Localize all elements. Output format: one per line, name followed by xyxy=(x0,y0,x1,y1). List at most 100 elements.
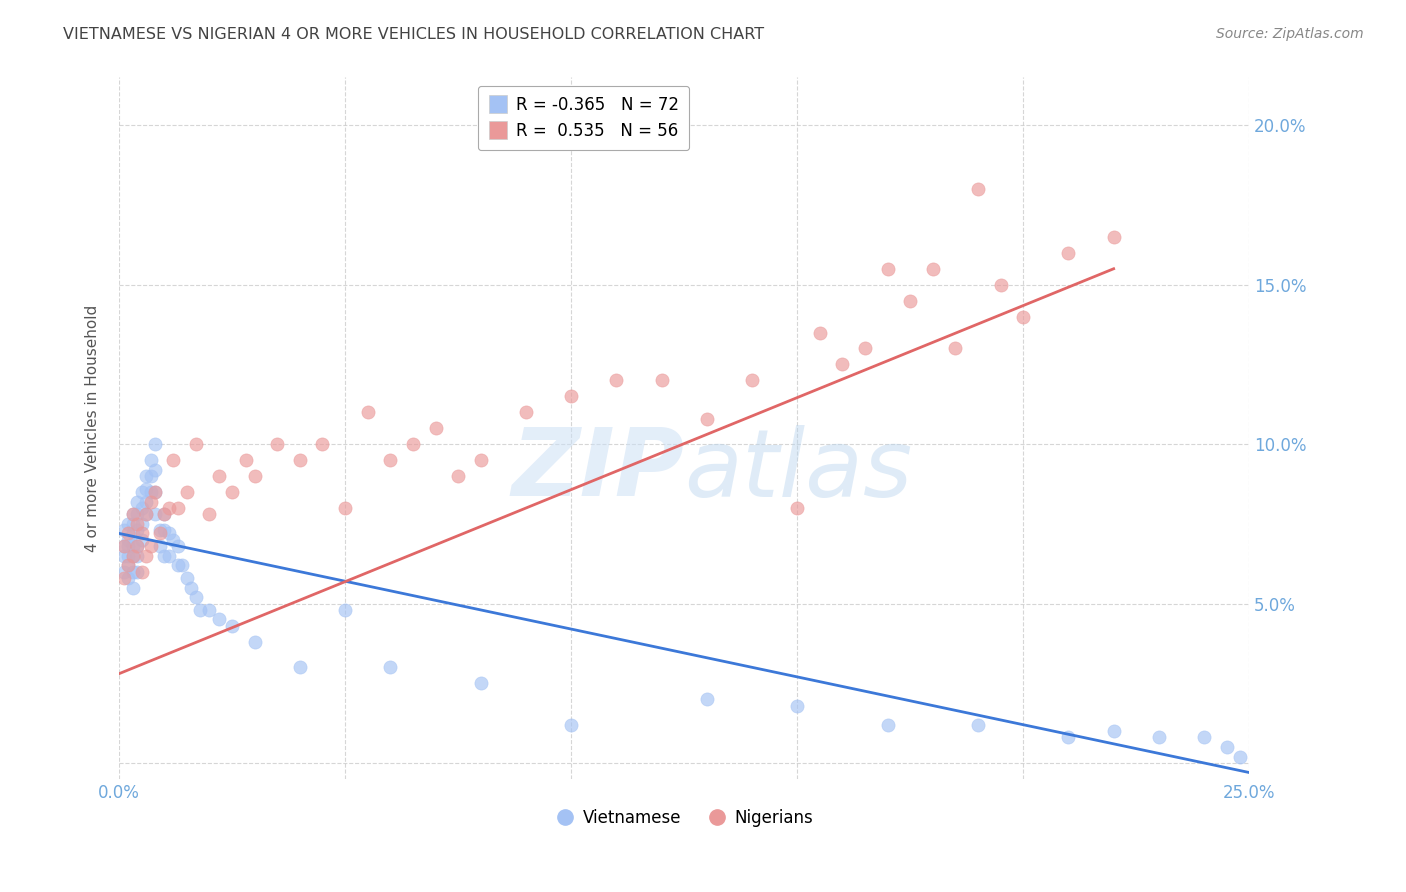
Point xyxy=(243,635,266,649)
Point xyxy=(121,508,143,522)
Point xyxy=(121,526,143,541)
Point xyxy=(131,526,153,541)
Point xyxy=(967,717,990,731)
Point xyxy=(143,462,166,476)
Point xyxy=(117,533,139,547)
Point xyxy=(135,494,157,508)
Point xyxy=(117,558,139,573)
Point xyxy=(425,421,447,435)
Point xyxy=(131,516,153,531)
Point xyxy=(153,508,176,522)
Point xyxy=(288,660,311,674)
Point xyxy=(153,549,176,563)
Point xyxy=(198,508,221,522)
Point xyxy=(470,676,492,690)
Point xyxy=(380,660,402,674)
Point xyxy=(741,373,763,387)
Point xyxy=(127,516,149,531)
Point xyxy=(180,581,202,595)
Point xyxy=(127,508,149,522)
Point xyxy=(560,717,582,731)
Text: atlas: atlas xyxy=(685,425,912,516)
Point xyxy=(127,549,149,563)
Point xyxy=(135,549,157,563)
Point xyxy=(157,526,180,541)
Point xyxy=(162,453,184,467)
Point xyxy=(121,581,143,595)
Point xyxy=(1057,245,1080,260)
Point xyxy=(127,539,149,553)
Point xyxy=(876,261,898,276)
Y-axis label: 4 or more Vehicles in Household: 4 or more Vehicles in Household xyxy=(86,304,100,552)
Point xyxy=(135,508,157,522)
Point xyxy=(1102,724,1125,739)
Point xyxy=(121,516,143,531)
Point xyxy=(149,526,172,541)
Point xyxy=(166,539,188,553)
Point xyxy=(121,549,143,563)
Point xyxy=(131,565,153,579)
Point xyxy=(143,485,166,500)
Point xyxy=(470,453,492,467)
Point xyxy=(139,485,162,500)
Point xyxy=(921,261,943,276)
Point xyxy=(1012,310,1035,324)
Point xyxy=(447,469,470,483)
Point xyxy=(831,358,853,372)
Point xyxy=(112,539,135,553)
Point xyxy=(166,558,188,573)
Point xyxy=(1192,731,1215,745)
Point xyxy=(221,619,243,633)
Point xyxy=(853,342,876,356)
Point xyxy=(127,539,149,553)
Point xyxy=(149,539,172,553)
Point xyxy=(157,549,180,563)
Point xyxy=(121,565,143,579)
Point xyxy=(515,405,537,419)
Point xyxy=(333,603,356,617)
Point xyxy=(651,373,673,387)
Point xyxy=(184,590,207,604)
Text: Source: ZipAtlas.com: Source: ZipAtlas.com xyxy=(1216,27,1364,41)
Point xyxy=(139,494,162,508)
Point xyxy=(117,539,139,553)
Point xyxy=(121,508,143,522)
Point xyxy=(139,453,162,467)
Point xyxy=(184,437,207,451)
Point xyxy=(945,342,967,356)
Point xyxy=(143,508,166,522)
Point xyxy=(402,437,425,451)
Point xyxy=(166,500,188,515)
Point xyxy=(990,277,1012,292)
Point xyxy=(121,539,143,553)
Point xyxy=(876,717,898,731)
Point xyxy=(221,485,243,500)
Point xyxy=(157,500,180,515)
Point xyxy=(117,558,139,573)
Point xyxy=(786,500,808,515)
Point xyxy=(135,508,157,522)
Point xyxy=(153,523,176,537)
Point xyxy=(127,565,149,579)
Point xyxy=(357,405,380,419)
Point xyxy=(121,549,143,563)
Point xyxy=(149,523,172,537)
Point xyxy=(139,539,162,553)
Point xyxy=(311,437,333,451)
Legend: Vietnamese, Nigerians: Vietnamese, Nigerians xyxy=(548,803,820,834)
Point xyxy=(172,558,194,573)
Point xyxy=(153,508,176,522)
Point xyxy=(243,469,266,483)
Point xyxy=(1229,749,1251,764)
Point xyxy=(127,523,149,537)
Point xyxy=(1215,739,1237,754)
Point xyxy=(198,603,221,617)
Point xyxy=(696,411,718,425)
Point xyxy=(131,485,153,500)
Point xyxy=(967,182,990,196)
Point xyxy=(139,469,162,483)
Point xyxy=(380,453,402,467)
Point xyxy=(288,453,311,467)
Point xyxy=(190,603,212,617)
Text: ZIP: ZIP xyxy=(512,425,685,516)
